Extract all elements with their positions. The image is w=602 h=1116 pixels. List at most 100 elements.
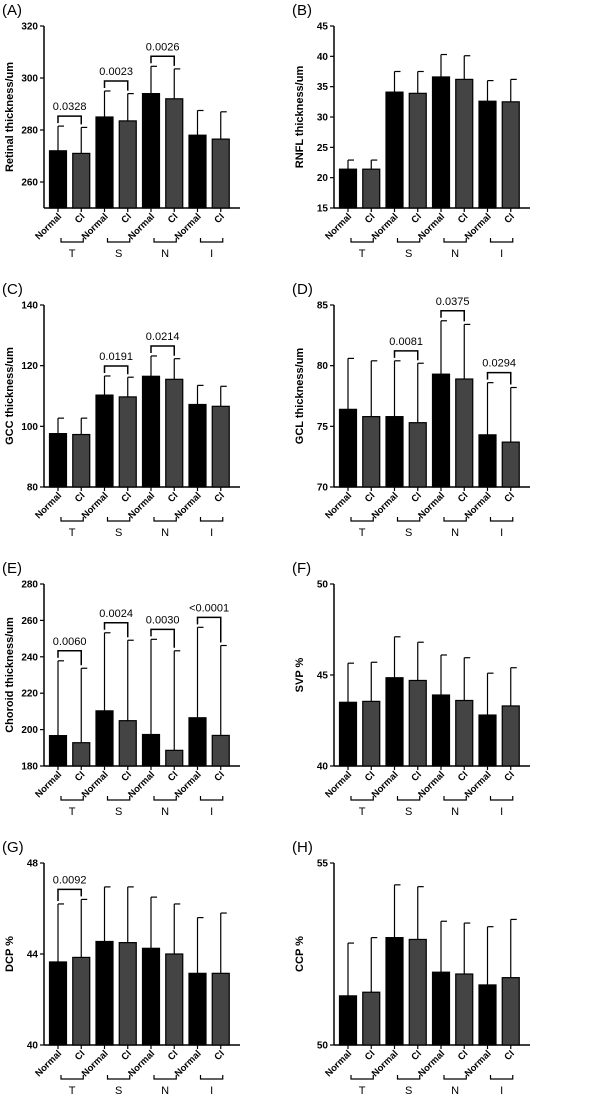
bar [48, 961, 68, 1046]
x-tick-label: CI [119, 769, 133, 783]
group-bracket [199, 517, 224, 522]
group-label: T [359, 1085, 366, 1097]
group-bracket [199, 796, 224, 801]
x-tick-label: CI [212, 211, 226, 225]
group-label: I [210, 248, 213, 260]
group-label: N [451, 1085, 459, 1097]
bar [141, 92, 161, 209]
bar [95, 116, 114, 209]
bar [362, 416, 381, 488]
y-tick-label: 80 [317, 361, 329, 372]
group-bracket [106, 796, 131, 801]
bar [48, 150, 68, 209]
x-tick-label: CI [119, 1048, 133, 1062]
x-tick-label: Normal [463, 769, 494, 800]
y-tick-label: 280 [21, 126, 38, 137]
significance-bracket [150, 345, 175, 356]
x-tick-label: Normal [80, 769, 111, 800]
bar [408, 938, 427, 1046]
group-bracket [396, 238, 421, 243]
x-tick-label: CI [456, 490, 470, 504]
x-tick-label: CI [363, 211, 377, 225]
bar [385, 677, 404, 767]
bar [408, 92, 427, 209]
bar [188, 972, 207, 1046]
y-tick-label: 45 [317, 22, 329, 33]
y-tick-label: 120 [21, 361, 38, 372]
bar [431, 694, 451, 767]
bar [362, 700, 381, 767]
x-tick-label: CI [456, 769, 470, 783]
significance-bracket [393, 350, 419, 361]
x-tick-label: CI [363, 490, 377, 504]
y-tick-label: 20 [317, 173, 329, 184]
x-tick-label: CI [409, 490, 423, 504]
x-tick-label: Normal [323, 211, 354, 242]
p-value-label: 0.0081 [389, 336, 423, 348]
bar [165, 749, 184, 767]
group-label: N [161, 1085, 169, 1097]
y-tick-label: 45 [317, 671, 329, 682]
bar [338, 168, 358, 209]
x-tick-label: Normal [126, 1048, 157, 1079]
x-tick-label: CI [212, 1048, 226, 1062]
y-tick-label: 280 [21, 580, 38, 591]
group-bracket [60, 1075, 84, 1080]
bar [362, 168, 381, 209]
y-axis-label: Retinal thickness/um [4, 62, 16, 172]
x-tick-label: Normal [126, 769, 157, 800]
group-bracket [106, 238, 131, 243]
y-axis-label: GCC thickness/um [4, 347, 16, 445]
group-bracket [153, 1075, 177, 1080]
bar [141, 375, 161, 488]
y-axis-label: CCP % [294, 936, 306, 972]
y-axis-label: GCL thickness/um [294, 348, 306, 445]
significance-bracket [57, 650, 82, 666]
y-axis-label: Choroid thickness/um [4, 617, 16, 733]
x-tick-label: Normal [33, 1048, 64, 1079]
group-label: S [115, 248, 122, 260]
bar [431, 76, 451, 209]
group-label: S [405, 248, 412, 260]
y-tick-label: 50 [317, 1041, 329, 1052]
significance-bracket [103, 80, 129, 91]
bar [211, 972, 230, 1046]
group-label: T [359, 248, 366, 260]
group-label: N [161, 248, 169, 260]
x-tick-label: Normal [33, 490, 64, 521]
group-label: I [500, 806, 503, 818]
x-tick-label: Normal [80, 211, 111, 242]
x-tick-label: CI [409, 1048, 423, 1062]
bar [188, 134, 207, 209]
y-tick-label: 260 [21, 178, 38, 189]
panel-label: (E) [2, 560, 22, 577]
bar [72, 742, 91, 767]
group-bracket [489, 1075, 514, 1080]
x-tick-label: Normal [323, 1048, 354, 1079]
p-value-label: 0.0092 [53, 874, 87, 886]
bar [95, 394, 114, 488]
significance-bracket [103, 365, 129, 375]
x-tick-label: CI [456, 211, 470, 225]
bar [211, 734, 230, 767]
group-bracket [60, 796, 84, 801]
x-tick-label: Normal [416, 490, 447, 521]
chart-panel: (B) 15 20 25 30 35 40 45 RNFL thickness/um Normal… [290, 0, 591, 279]
chart-panel: (H) 50 55 CCP % Normal CI Normal CI Normal CI Norm… [290, 837, 591, 1116]
y-tick-label: 30 [317, 113, 329, 124]
bar [501, 705, 520, 767]
x-tick-label: CI [119, 211, 133, 225]
panel-label: (F) [292, 560, 312, 577]
x-tick-label: CI [502, 769, 516, 783]
significance-bracket [486, 371, 512, 385]
group-label: I [210, 806, 213, 818]
x-tick-label: Normal [173, 490, 204, 521]
p-value-label: 0.0375 [436, 296, 470, 308]
x-tick-label: Normal [173, 769, 204, 800]
group-bracket [443, 238, 467, 243]
group-label: S [115, 806, 122, 818]
bar [501, 441, 520, 488]
x-tick-label: CI [502, 490, 516, 504]
